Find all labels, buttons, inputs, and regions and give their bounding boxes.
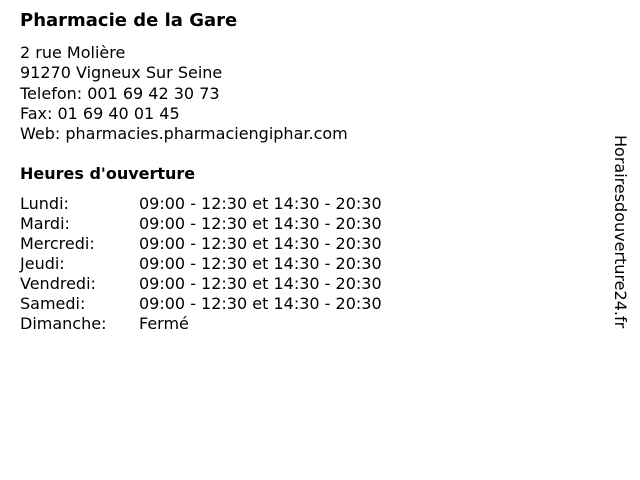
address-street: 2 rue Molière [20,43,126,62]
site-watermark: Horairesdouverture24.fr [611,135,630,329]
website: Web: pharmacies.pharmaciengiphar.com [20,124,348,144]
hours-row: Jeudi: 09:00 - 12:30 et 14:30 - 20:30 [20,254,382,274]
address-city: 91270 Vigneux Sur Seine [20,63,223,83]
day: Vendredi: [20,274,96,293]
time: Fermé [139,314,189,333]
time: 09:00 - 12:30 et 14:30 - 20:30 [139,274,382,293]
time: 09:00 - 12:30 et 14:30 - 20:30 [139,294,382,313]
hours-row: Vendredi: 09:00 - 12:30 et 14:30 - 20:30 [20,274,382,294]
hours-row: Dimanche: Fermé [20,314,382,334]
day: Samedi: [20,294,86,313]
time: 09:00 - 12:30 et 14:30 - 20:30 [139,214,382,233]
fax: Fax: 01 69 40 01 45 [20,103,180,123]
time: 09:00 - 12:30 et 14:30 - 20:30 [139,194,382,213]
hours-row: Mercredi: 09:00 - 12:30 et 14:30 - 20:30 [20,234,382,254]
time: 09:00 - 12:30 et 14:30 - 20:30 [139,254,382,273]
hours-heading: Heures d'ouverture [20,164,196,183]
hours-table: Lundi: 09:00 - 12:30 et 14:30 - 20:30 Mar… [20,194,382,334]
time: 09:00 - 12:30 et 14:30 - 20:30 [139,234,382,253]
day: Lundi: [20,194,69,213]
day: Mardi: [20,214,70,233]
hours-row: Mardi: 09:00 - 12:30 et 14:30 - 20:30 [20,214,382,234]
hours-row: Lundi: 09:00 - 12:30 et 14:30 - 20:30 [20,194,382,214]
day: Dimanche: [20,314,107,333]
hours-row: Samedi: 09:00 - 12:30 et 14:30 - 20:30 [20,294,382,314]
pharmacy-name: Pharmacie de la Gare [20,10,238,31]
day: Mercredi: [20,234,95,253]
day: Jeudi: [20,254,65,273]
phone: Telefon: 001 69 42 30 73 [20,83,220,103]
contact-info: 2 rue Molière 91270 Vigneux Sur Seine Te… [20,43,348,144]
